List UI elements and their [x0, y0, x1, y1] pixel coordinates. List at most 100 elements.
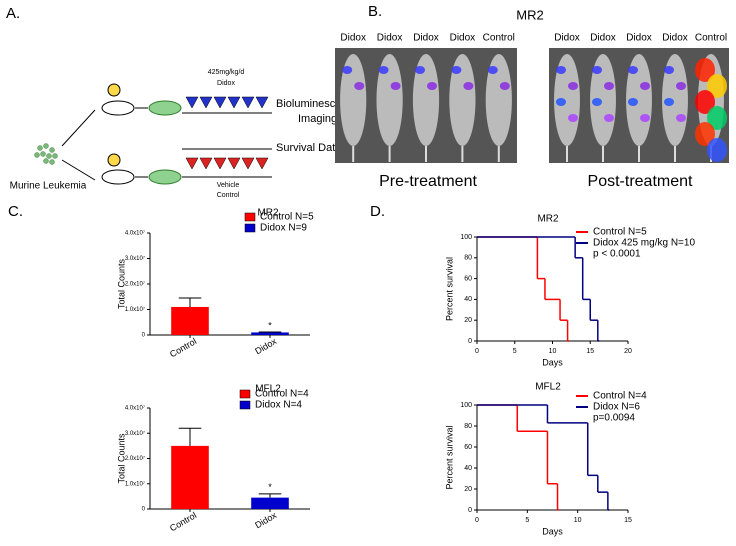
mouse [376, 54, 403, 146]
mice [101, 83, 182, 185]
signal [707, 74, 727, 98]
signal [556, 98, 566, 106]
signal [451, 66, 462, 74]
y-axis-label: Total Counts [116, 258, 126, 309]
dose-triangles [185, 96, 269, 170]
mouse-label: Didox [662, 33, 688, 44]
y-tick-label: 0 [142, 333, 146, 339]
signal [487, 66, 498, 74]
error-bar [178, 297, 202, 307]
y-tick-label: 100 [460, 234, 472, 241]
y-tick-label: 1.0x10⁷ [125, 306, 145, 313]
signal [628, 66, 638, 74]
survival-label: Survival Data [276, 142, 342, 154]
panel-title: MR2 [516, 7, 543, 22]
error-bar [178, 427, 202, 446]
x-tick-label: Didox [253, 510, 278, 530]
y-tick-label: 2.0x10⁷ [125, 281, 145, 288]
chart-title: MFL2 [255, 384, 281, 395]
y-tick-label: 3.0x10⁷ [125, 255, 145, 262]
vehicle-label: Control [217, 192, 240, 199]
y-tick-label: 80 [464, 255, 472, 262]
panel-label: D. [370, 203, 385, 220]
signal [695, 122, 715, 146]
mouse [449, 54, 476, 146]
y-tick-label: 60 [464, 444, 472, 451]
bar [251, 332, 289, 335]
signal [676, 82, 686, 90]
annotation: p < 0.0001 [593, 249, 641, 260]
x-axis-label: Days [542, 526, 563, 536]
signal [592, 98, 602, 106]
signal [463, 82, 474, 90]
x-tick-label: 20 [624, 348, 632, 355]
mouse-label: Didox [450, 33, 476, 44]
caption: Pre-treatment [379, 173, 477, 190]
mouse-label: Didox [340, 33, 366, 44]
mouse [340, 54, 367, 146]
x-tick-label: 0 [475, 517, 479, 524]
legend-swatch [244, 223, 256, 233]
signal [354, 82, 365, 90]
y-tick-label: 1.0x10⁷ [125, 480, 145, 487]
y-tick-label: 20 [464, 486, 472, 493]
signal [664, 66, 674, 74]
imaging-label: Imaging [298, 113, 337, 125]
legend-label: Didox 425 mg/kg N=10 [593, 238, 695, 249]
mouse [485, 54, 512, 146]
legend-swatch [239, 400, 251, 410]
chart-title: MFL2 [535, 382, 561, 393]
x-axis-label: Days [542, 357, 563, 367]
mouse [626, 54, 652, 146]
x-tick-label: Didox [253, 336, 278, 356]
signal [707, 106, 727, 130]
bar [171, 445, 209, 509]
signal [342, 66, 353, 74]
signal [640, 82, 650, 90]
x-tick-label: 5 [525, 517, 529, 524]
legend-label: Didox N=9 [260, 223, 307, 234]
mouse-label: Didox [413, 33, 439, 44]
mouse [590, 54, 616, 146]
drug-label: Didox [217, 80, 235, 87]
mouse [412, 54, 440, 146]
y-tick-label: 0 [468, 338, 472, 345]
legend-label: Control N=5 [260, 212, 314, 223]
y-tick-label: 2.0x10⁷ [125, 455, 145, 462]
signal [640, 114, 650, 122]
signal [628, 98, 638, 106]
chart-title: MR2 [257, 208, 279, 219]
y-tick-label: 4.0x10⁷ [125, 230, 145, 237]
signal [676, 114, 686, 122]
y-tick-label: 0 [142, 507, 146, 513]
annotation: * [268, 320, 272, 330]
panel-label: A. [6, 5, 20, 22]
signal [604, 82, 614, 90]
y-axis-label: Percent survival [444, 425, 454, 489]
x-tick-label: 15 [624, 517, 632, 524]
mouse-label: Control [483, 33, 515, 44]
caption: Post-treatment [588, 173, 693, 190]
signal [664, 98, 674, 106]
dose-label: 425mg/kg/d [208, 69, 245, 76]
x-tick-label: 15 [586, 348, 594, 355]
signal [427, 82, 437, 90]
y-tick-label: 80 [464, 423, 472, 430]
x-tick-label: Control [168, 336, 198, 359]
x-tick-label: 10 [549, 348, 557, 355]
signal [592, 66, 602, 74]
chart-title: MR2 [537, 214, 559, 225]
signal [415, 66, 425, 74]
mouse [662, 54, 688, 146]
mouse [554, 54, 580, 146]
y-tick-label: 60 [464, 275, 472, 282]
mouse-label: Control [695, 33, 727, 44]
legend-label: Control N=4 [593, 391, 647, 402]
y-tick-label: 4.0x10⁷ [125, 405, 145, 412]
panel-label: B. [368, 3, 382, 20]
legend-swatch [239, 389, 251, 399]
signal [568, 114, 578, 122]
y-axis-label: Percent survival [444, 257, 454, 321]
x-tick-label: 0 [475, 348, 479, 355]
